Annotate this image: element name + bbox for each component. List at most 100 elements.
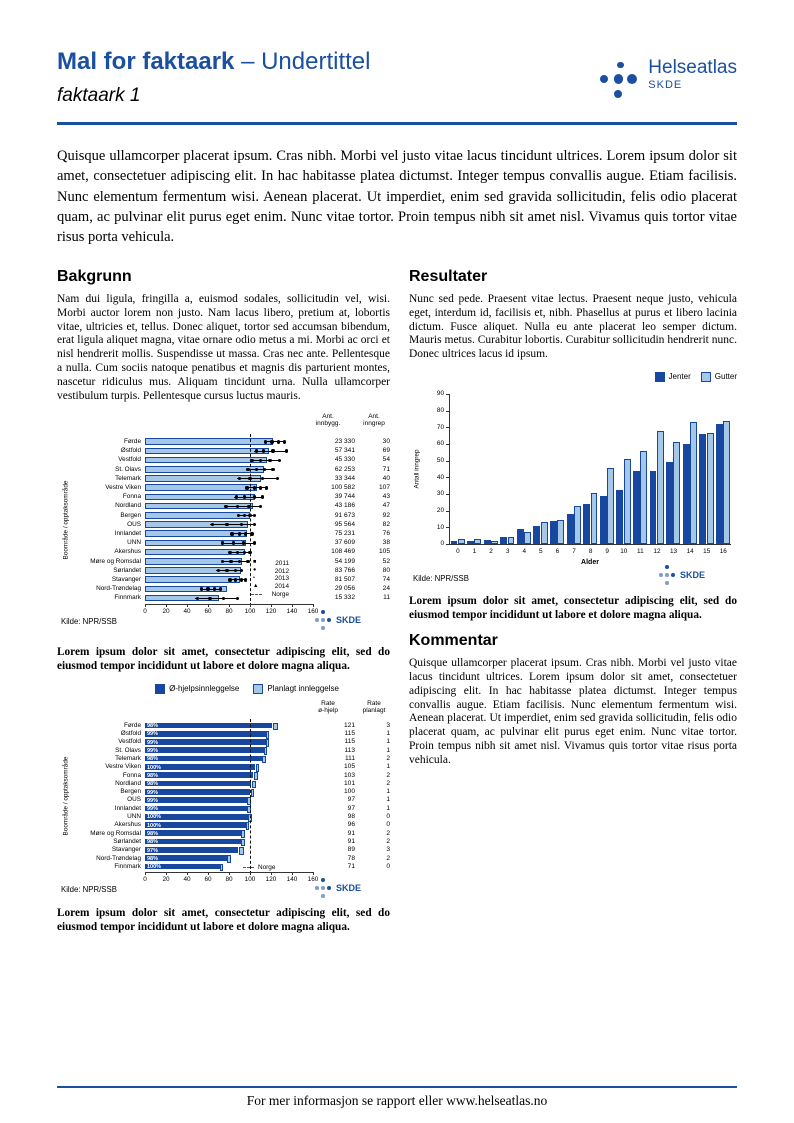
axis-tick — [229, 871, 230, 875]
marker-dot — [285, 449, 289, 453]
bar-planlagt — [227, 855, 232, 864]
marker-dot — [244, 532, 248, 536]
tick-label: 9 — [605, 547, 609, 555]
error-whisker — [229, 579, 246, 581]
value-cell: 3 — [386, 846, 390, 854]
bar-planlagt — [266, 730, 270, 739]
tick-label: 13 — [669, 547, 678, 555]
tick-label: 0 — [143, 875, 147, 883]
marker-dot — [258, 504, 263, 509]
bar — [599, 495, 607, 544]
marker-dot — [222, 596, 226, 601]
bar — [623, 458, 631, 544]
skde-dot — [315, 618, 319, 622]
value-cell: 1 — [386, 788, 390, 796]
axis-tick — [250, 603, 251, 607]
row-label: Vestre Viken — [105, 483, 141, 491]
tick-label: 10 — [620, 547, 628, 555]
bar — [145, 788, 250, 795]
value-cell: 105 — [378, 548, 390, 556]
marker-dot — [248, 477, 252, 481]
value-cell: 2 — [386, 754, 390, 762]
bar — [590, 493, 598, 544]
marker-dot — [258, 486, 263, 490]
legend-item: Ø-hjelpsinnleggelse — [155, 683, 239, 694]
value-cell: 0 — [386, 862, 390, 870]
bar-pct-label: 100% — [147, 864, 162, 871]
tick-label: 6 — [555, 547, 560, 555]
error-whisker — [245, 469, 274, 471]
marker-dot — [258, 458, 263, 463]
footer-link[interactable]: www.helseatlas.no — [446, 1093, 548, 1108]
value-cell: 96 — [347, 821, 355, 829]
bar-planlagt — [264, 747, 268, 756]
skde-logo-label: SKDE — [680, 569, 706, 580]
value-cell: 54 — [382, 456, 390, 464]
marker-dot — [225, 523, 229, 527]
marker-dot — [244, 578, 248, 582]
marker-dot — [263, 467, 267, 472]
marker-dot — [252, 486, 256, 490]
error-whisker — [245, 487, 267, 489]
bar — [640, 450, 648, 544]
value-cell: 29 056 — [334, 585, 355, 593]
bar — [467, 540, 474, 544]
bar — [557, 519, 565, 544]
marker-dot — [225, 569, 229, 573]
tick-label: 80 — [225, 607, 233, 615]
error-whisker — [199, 588, 221, 590]
legend-marker: ■ — [253, 559, 257, 566]
bar-pct-label: 97% — [147, 847, 159, 854]
value-cell: 40 — [382, 474, 390, 482]
tick-label: 60 — [204, 607, 212, 615]
tick-label: 0 — [456, 547, 460, 555]
value-cell: 81 507 — [334, 575, 355, 583]
tick-label: 100 — [244, 607, 256, 615]
row-label: OUS — [127, 520, 141, 528]
axis-tick — [446, 460, 449, 462]
bar — [145, 511, 250, 519]
bar-planlagt — [241, 830, 246, 839]
tick-label: 50 — [436, 457, 444, 465]
marker-dot — [216, 569, 221, 573]
tick-label: 160 — [307, 607, 319, 615]
marker-dot — [237, 559, 242, 564]
tick-label: 30 — [436, 490, 444, 498]
marker-dot — [200, 587, 204, 591]
marker-dot — [243, 550, 247, 555]
bar — [540, 522, 548, 544]
axis-tick — [187, 603, 188, 607]
bar-planlagt — [262, 755, 267, 764]
value-cell: 38 — [382, 539, 390, 547]
marker-dot — [218, 587, 223, 591]
bar-planlagt — [251, 780, 256, 789]
marker-dot — [229, 559, 233, 564]
skde-dot — [664, 564, 670, 570]
marker-dot — [228, 578, 232, 582]
table-header: Rate ø-hjelp — [318, 699, 338, 714]
bar — [145, 838, 241, 845]
bar — [145, 576, 240, 583]
row-label: Stavanger — [111, 846, 141, 854]
axis-tick — [271, 871, 272, 875]
value-cell: 24 — [382, 585, 390, 593]
error-whisker — [216, 570, 242, 572]
marker-dot — [248, 550, 252, 555]
row-label: Førde — [123, 721, 141, 729]
row-label: Østfold — [120, 730, 141, 738]
bar — [500, 537, 508, 544]
error-whisker — [223, 505, 261, 507]
skde-dot — [613, 74, 623, 84]
value-cell: 54 199 — [334, 557, 355, 565]
skde-dot — [627, 74, 638, 84]
value-cell: 0 — [386, 813, 390, 821]
bar — [145, 780, 252, 787]
value-cell: 97 — [347, 804, 355, 812]
legend-item: Planlagt innleggelse — [253, 683, 339, 694]
axis-tick — [145, 603, 146, 607]
table-header: Rate planlagt — [362, 699, 386, 714]
logo-name: Helseatlas — [648, 57, 737, 78]
tick-label: 120 — [265, 875, 277, 883]
page-subtitle: faktaark 1 — [57, 84, 141, 106]
